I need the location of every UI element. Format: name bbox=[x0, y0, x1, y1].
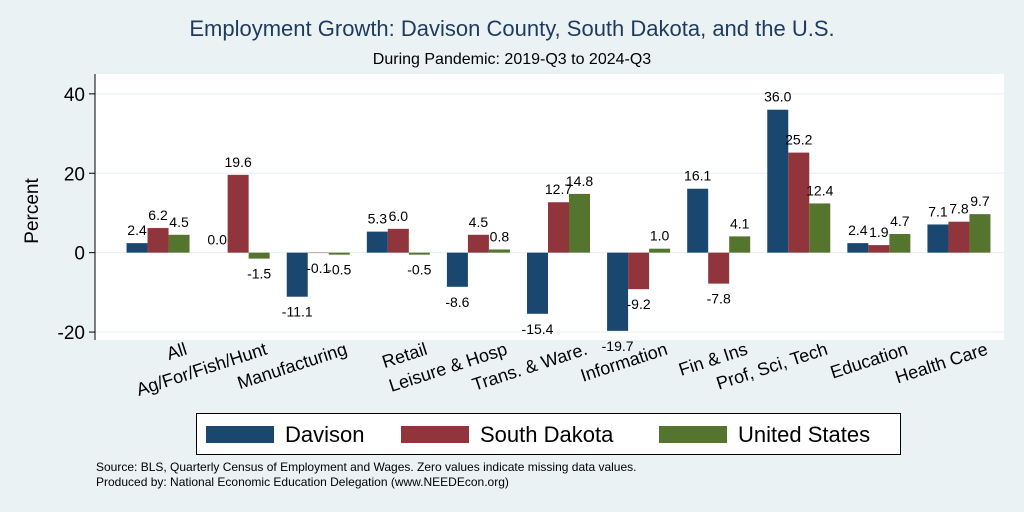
bar-south-dakota-information bbox=[628, 252, 650, 290]
y-axis-label: Percent bbox=[22, 178, 43, 244]
chart-legend: Davison South Dakota United States bbox=[196, 413, 901, 455]
data-label-davison-prof-sci-tech: 36.0 bbox=[764, 89, 791, 105]
data-label-united-states-ag-for-fish-hunt: -1.5 bbox=[247, 266, 271, 282]
data-label-south-dakota-prof-sci-tech: 25.2 bbox=[785, 132, 812, 148]
bar-davison-manufacturing bbox=[286, 252, 308, 297]
data-label-davison-trans-ware: -15.4 bbox=[522, 321, 554, 337]
bar-united-states-retail bbox=[408, 252, 430, 255]
data-label-united-states-education: 4.7 bbox=[890, 213, 910, 229]
data-label-united-states-prof-sci-tech: 12.4 bbox=[806, 182, 833, 198]
y-tick-label: 40 bbox=[64, 85, 85, 106]
data-label-united-states-information: 1.0 bbox=[650, 228, 670, 244]
source-note: Source: BLS, Quarterly Census of Employm… bbox=[96, 460, 637, 474]
bar-davison-fin-ins bbox=[687, 188, 709, 253]
data-label-united-states-leisure-hosp: 0.8 bbox=[490, 228, 510, 244]
data-label-united-states-all: 4.5 bbox=[169, 214, 189, 230]
data-label-united-states-fin-ins: 4.1 bbox=[730, 215, 750, 231]
bar-south-dakota-trans-ware bbox=[548, 202, 569, 253]
legend-swatch-south-dakota bbox=[401, 426, 469, 443]
legend-label-south-dakota: South Dakota bbox=[480, 422, 614, 447]
data-label-davison-fin-ins: 16.1 bbox=[684, 168, 711, 184]
bar-davison-health-care bbox=[927, 224, 949, 253]
bar-united-states-fin-ins bbox=[729, 236, 751, 253]
legend-label-united-states: United States bbox=[738, 422, 871, 447]
bar-south-dakota-fin-ins bbox=[708, 252, 730, 284]
data-label-davison-leisure-hosp: -8.6 bbox=[445, 294, 469, 310]
bar-south-dakota-leisure-hosp bbox=[467, 234, 489, 253]
bar-united-states-education bbox=[889, 233, 911, 253]
data-label-davison-retail: 5.3 bbox=[368, 211, 388, 227]
bar-united-states-leisure-hosp bbox=[488, 249, 510, 253]
data-label-south-dakota-information: -9.2 bbox=[627, 296, 651, 312]
data-label-south-dakota-education: 1.9 bbox=[869, 224, 889, 240]
bar-south-dakota-retail bbox=[387, 228, 409, 253]
data-label-davison-education: 2.4 bbox=[848, 222, 868, 238]
data-label-south-dakota-manufacturing: -0.1 bbox=[306, 260, 330, 276]
legend-swatch-davison bbox=[206, 426, 274, 443]
x-tick-label-health-care: Health Care bbox=[893, 339, 991, 388]
data-label-united-states-health-care: 9.7 bbox=[970, 193, 990, 209]
legend-swatch-united-states bbox=[659, 426, 727, 443]
bar-south-dakota-prof-sci-tech bbox=[788, 152, 810, 253]
bar-united-states-manufacturing bbox=[328, 252, 350, 255]
y-tick-label: 20 bbox=[64, 164, 85, 185]
data-label-united-states-retail: -0.5 bbox=[407, 262, 431, 278]
chart-subtitle: During Pandemic: 2019-Q3 to 2024-Q3 bbox=[372, 51, 652, 68]
bar-davison-all bbox=[126, 243, 148, 253]
data-label-south-dakota-all: 6.2 bbox=[148, 207, 168, 223]
bar-united-states-information bbox=[649, 248, 671, 253]
chart-title: Employment Growth: Davison County, South… bbox=[189, 16, 835, 41]
bar-davison-information bbox=[607, 252, 629, 331]
bar-south-dakota-health-care bbox=[948, 221, 970, 253]
bar-united-states-prof-sci-tech bbox=[809, 203, 831, 253]
x-tick-label-all: All bbox=[164, 339, 189, 364]
y-tick-label: -20 bbox=[58, 323, 85, 344]
data-label-south-dakota-trans-ware: 12.7 bbox=[545, 181, 572, 197]
data-label-united-states-trans-ware: 14.8 bbox=[566, 173, 593, 189]
bar-united-states-all bbox=[168, 234, 190, 253]
chart-notes: Source: BLS, Quarterly Census of Employm… bbox=[96, 460, 636, 490]
data-label-south-dakota-ag-for-fish-hunt: 19.6 bbox=[225, 154, 252, 170]
data-label-united-states-manufacturing: -0.5 bbox=[327, 262, 351, 278]
y-tick-label: 0 bbox=[74, 244, 85, 265]
bar-davison-retail bbox=[366, 231, 388, 253]
data-label-davison-ag-for-fish-hunt: 0.0 bbox=[207, 232, 227, 248]
data-label-south-dakota-fin-ins: -7.8 bbox=[707, 291, 731, 307]
bar-davison-education bbox=[847, 243, 869, 253]
data-label-davison-manufacturing: -11.1 bbox=[282, 304, 313, 320]
data-label-davison-health-care: 7.1 bbox=[928, 203, 948, 219]
produced-by-note: Produced by: National Economic Education… bbox=[96, 475, 509, 489]
bar-davison-trans-ware bbox=[527, 252, 548, 314]
data-label-davison-information: -19.7 bbox=[602, 338, 634, 354]
bar-united-states-health-care bbox=[969, 214, 991, 253]
bar-united-states-ag-for-fish-hunt bbox=[248, 252, 270, 259]
bar-south-dakota-education bbox=[868, 245, 890, 253]
data-label-davison-all: 2.4 bbox=[127, 222, 147, 238]
bar-south-dakota-ag-for-fish-hunt bbox=[227, 174, 249, 253]
bar-davison-leisure-hosp bbox=[446, 252, 468, 287]
legend-label-davison: Davison bbox=[285, 422, 365, 447]
data-label-south-dakota-retail: 6.0 bbox=[389, 208, 409, 224]
data-label-south-dakota-leisure-hosp: 4.5 bbox=[469, 214, 489, 230]
bar-davison-prof-sci-tech bbox=[767, 109, 789, 253]
data-label-south-dakota-health-care: 7.8 bbox=[949, 201, 969, 217]
bar-south-dakota-all bbox=[147, 228, 169, 253]
bar-united-states-trans-ware bbox=[569, 193, 590, 253]
